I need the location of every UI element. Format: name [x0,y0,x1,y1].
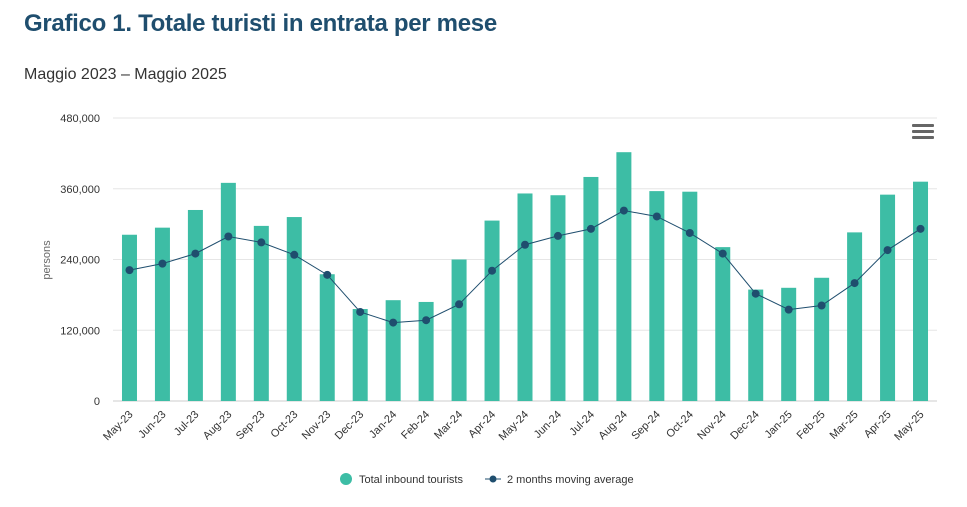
x-tick-label: Dec-23 [333,409,367,443]
bar[interactable] [253,225,269,401]
x-tick-label: Jan-24 [367,409,399,441]
moving-average-point[interactable] [553,231,562,240]
x-tick-label: May-23 [101,409,135,443]
bar[interactable] [121,234,137,401]
moving-average-point[interactable] [488,266,497,275]
moving-average-point[interactable] [224,232,233,241]
moving-average-point[interactable] [850,279,859,288]
x-tick-label: Jun-24 [532,409,564,441]
x-tick-label: Jun-23 [136,409,168,441]
bar[interactable] [418,301,434,401]
y-tick-label: 360,000 [60,184,100,196]
x-tick-label: Nov-24 [695,409,729,443]
moving-average-point[interactable] [619,206,628,215]
x-tick-label: Jan-25 [763,409,795,441]
moving-average-point[interactable] [586,224,595,233]
hamburger-menu-icon[interactable] [912,124,934,142]
x-tick-label: Feb-24 [399,409,432,442]
bar[interactable] [682,191,698,401]
moving-average-point[interactable] [191,249,200,258]
bar[interactable] [748,289,764,401]
moving-average-point[interactable] [685,228,694,237]
y-tick-label: 0 [94,396,100,408]
x-tick-label: Nov-23 [300,409,334,443]
moving-average-point[interactable] [455,300,464,309]
legend-bar-swatch[interactable] [340,473,352,485]
bar[interactable] [286,217,302,401]
bar[interactable] [649,191,665,401]
x-tick-label: Sep-23 [234,409,268,443]
y-axis-title: persons [41,240,53,280]
bar[interactable] [484,220,500,401]
x-tick-label: Jul-23 [172,409,202,439]
y-tick-label: 240,000 [60,255,100,267]
moving-average-point[interactable] [257,238,266,247]
moving-average-point[interactable] [883,246,892,255]
moving-average-point[interactable] [422,316,431,325]
x-tick-label: Aug-24 [596,409,630,443]
x-tick-label: Jul-24 [567,409,597,439]
bar[interactable] [847,232,863,401]
legend-line-marker[interactable] [489,475,497,483]
bar[interactable] [451,259,467,402]
moving-average-point[interactable] [784,305,793,314]
moving-average-point[interactable] [652,212,661,221]
bar[interactable] [715,247,731,401]
moving-average-point[interactable] [356,307,365,316]
bar[interactable] [517,193,533,401]
bar[interactable] [814,277,830,401]
bar[interactable] [550,195,566,401]
bar[interactable] [154,227,170,401]
bar[interactable] [880,194,896,401]
bar[interactable] [220,182,236,401]
x-tick-label: Mar-25 [828,409,861,442]
moving-average-point[interactable] [751,289,760,298]
x-tick-label: Oct-23 [269,409,301,441]
bar[interactable] [583,176,599,401]
x-tick-label: Oct-24 [664,409,696,441]
x-tick-label: Aug-23 [201,409,235,443]
moving-average-point[interactable] [389,318,398,327]
x-tick-label: Sep-24 [629,409,663,443]
moving-average-point[interactable] [718,249,727,258]
moving-average-point[interactable] [125,266,134,275]
chart-subtitle: Maggio 2023 – Maggio 2025 [24,66,227,83]
x-tick-label: May-25 [892,409,926,443]
moving-average-point[interactable] [817,301,826,310]
moving-average-point[interactable] [158,259,167,268]
moving-average-point[interactable] [916,224,925,233]
chart-title: Grafico 1. Totale turisti in entrata per… [24,10,497,37]
bar[interactable] [781,287,797,401]
moving-average-point[interactable] [521,240,529,249]
bar[interactable] [616,152,632,401]
bar[interactable] [187,209,203,401]
x-tick-label: Apr-24 [466,409,498,441]
bar[interactable] [319,274,335,401]
bar[interactable] [352,309,368,401]
y-tick-label: 120,000 [60,325,100,337]
bar[interactable] [913,181,929,401]
x-tick-label: Dec-24 [728,409,762,443]
legend-line-label[interactable]: 2 months moving average [507,474,634,486]
bar[interactable] [385,300,401,401]
legend-bar-label[interactable]: Total inbound tourists [359,474,463,486]
y-tick-label: 480,000 [60,113,100,125]
x-tick-label: May-24 [497,409,531,443]
moving-average-point[interactable] [290,250,299,259]
x-tick-label: Feb-25 [795,409,828,442]
x-tick-label: Apr-25 [862,409,894,441]
x-tick-label: Mar-24 [432,409,465,442]
moving-average-point[interactable] [323,270,332,279]
